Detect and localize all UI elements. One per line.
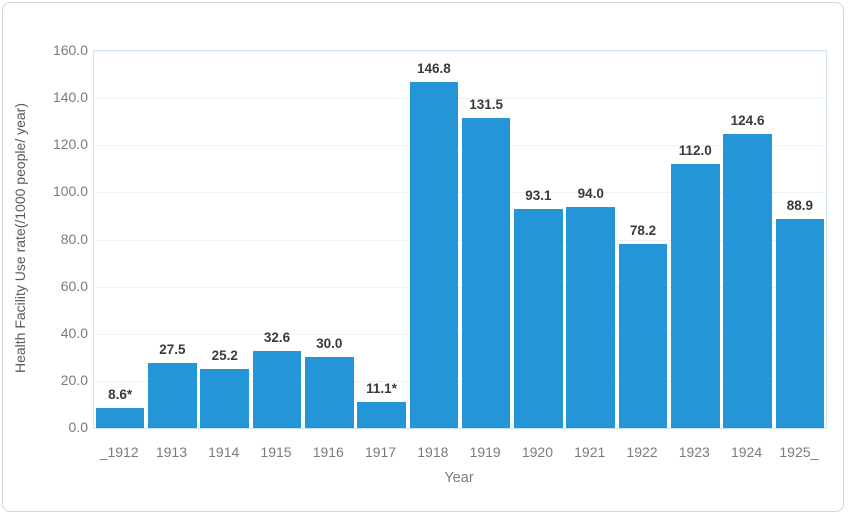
bar	[252, 351, 302, 428]
gridline	[94, 286, 826, 288]
gridline	[94, 333, 826, 335]
x-tick-label: _1912	[99, 444, 139, 460]
bar-value-label: 88.9	[786, 197, 813, 213]
bar	[357, 401, 406, 428]
x-tick-label: 1925_	[779, 444, 819, 460]
bar-value-label: 146.8	[416, 61, 451, 77]
x-tick-label: 1922	[626, 444, 658, 460]
bar-value-label: 124.6	[730, 113, 765, 129]
x-tick-label: 1920	[521, 444, 553, 460]
plot-area: 8.6* 27.5 25.2 32.6 30.0 11.1* 146.8 131.5 93.1 9…	[93, 50, 827, 429]
gridline	[94, 98, 826, 100]
x-tick-label: 1913	[155, 444, 187, 460]
y-tick-label: 160.0	[52, 42, 88, 58]
bar-value-label: 11.1*	[366, 380, 397, 396]
y-tick-label: 40.0	[60, 324, 88, 341]
bar	[200, 368, 250, 428]
bar	[514, 208, 563, 428]
bar-value-label: 30.0	[316, 336, 343, 352]
bar	[775, 218, 825, 428]
y-tick-label: 100.0	[52, 183, 88, 200]
gridline	[94, 51, 826, 52]
gridline	[94, 145, 826, 147]
bar-value-label: 8.6*	[108, 386, 133, 402]
bar-value-label: 27.5	[159, 342, 186, 358]
bar	[670, 164, 720, 428]
bar-value-label: 131.5	[469, 97, 504, 113]
x-axis-title: Year	[444, 470, 474, 486]
x-tick-label: 1916	[312, 444, 344, 460]
bar	[618, 243, 668, 428]
x-tick-label: 1918	[417, 444, 449, 460]
bar	[148, 363, 197, 428]
y-tick-label: 80.0	[60, 230, 88, 247]
y-tick-label: 140.0	[52, 89, 88, 106]
bar	[304, 357, 354, 428]
y-tick-label: 120.0	[52, 136, 88, 153]
y-tick-label: 60.0	[60, 277, 88, 294]
gridline	[94, 239, 826, 241]
bar	[566, 206, 616, 428]
gridline	[94, 380, 826, 382]
y-tick-label: 20.0	[60, 371, 88, 388]
bar-value-label: 112.0	[678, 143, 712, 159]
bar-value-label: 78.2	[629, 222, 657, 238]
x-tick-label: 1919	[469, 444, 501, 460]
bar-value-label: 93.1	[525, 187, 552, 203]
bar	[461, 118, 511, 428]
bar-value-label: 25.2	[211, 347, 238, 363]
x-tick-label: 1917	[364, 444, 397, 460]
bar	[723, 134, 772, 428]
y-axis-title: Health Facility Use rate(/1000 people/ y…	[12, 102, 28, 374]
bar-value-label: 94.0	[577, 185, 604, 201]
x-tick-label: 1924	[730, 444, 763, 460]
x-tick-label: 1921	[574, 444, 606, 460]
bar	[409, 82, 459, 428]
bar-value-label: 32.6	[263, 330, 291, 346]
x-tick-label: 1923	[678, 444, 710, 460]
y-tick-label: 0.0	[68, 419, 88, 435]
x-tick-label: 1915	[260, 444, 292, 460]
bar	[95, 407, 145, 428]
x-tick-label: 1914	[208, 444, 240, 460]
gridline	[94, 192, 826, 194]
